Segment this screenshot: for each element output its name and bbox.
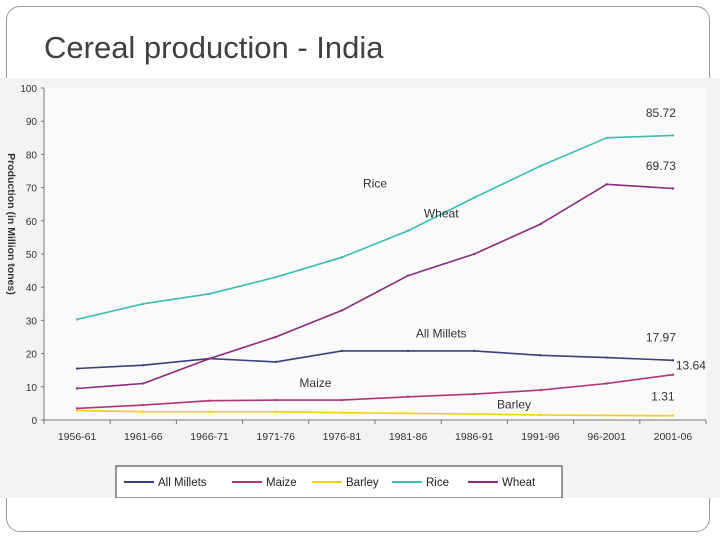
data-point-rice <box>671 134 675 137</box>
y-tick-label: 100 <box>20 84 37 95</box>
data-point-rice <box>142 302 145 305</box>
data-point-wheat <box>274 335 277 339</box>
data-point-wheat <box>208 357 211 360</box>
data-point-wheat <box>340 309 344 312</box>
end-label-rice: 85.72 <box>646 106 676 120</box>
series-line-rice <box>76 134 673 321</box>
data-point-maize <box>274 398 277 402</box>
legend-label-maize: Maize <box>266 477 297 489</box>
data-point-all-millets <box>406 349 410 353</box>
y-tick-label: 50 <box>26 250 38 261</box>
y-tick-label: 90 <box>26 117 38 128</box>
series-line-all-millets <box>77 350 673 370</box>
data-point-rice <box>406 229 410 232</box>
slide-title: Cereal production - India <box>44 30 384 65</box>
chart-area: 0 10 20 30 40 50 60 70 80 90 100 1956-61 1961-66 1966… <box>0 78 720 499</box>
series-line-maize <box>77 373 674 410</box>
data-point-wheat <box>142 382 145 385</box>
data-point-all-millets <box>671 359 675 362</box>
data-point-wheat <box>473 252 476 256</box>
data-point-maize <box>75 407 79 410</box>
data-point-rice <box>340 256 344 259</box>
data-point-barley <box>75 409 79 412</box>
data-point-maize <box>406 395 410 398</box>
data-point-all-millets <box>605 356 608 359</box>
x-tick-label: 1981-86 <box>389 431 428 443</box>
legend-label-barley: Barley <box>346 477 379 489</box>
x-tick-label: 1986-91 <box>455 431 494 443</box>
data-point-maize <box>605 382 608 385</box>
data-point-rice <box>274 276 277 279</box>
annotation-rice: Rice <box>363 177 387 191</box>
data-point-all-millets <box>539 354 542 357</box>
data-point-barley <box>142 410 145 413</box>
x-tick-label: 2001-06 <box>654 431 693 443</box>
y-tick-label: 40 <box>26 283 38 294</box>
x-tick-label: 1991-96 <box>521 431 560 443</box>
data-point-maize <box>539 388 542 392</box>
x-tick-label: 96-2001 <box>587 431 626 443</box>
y-tick-label: 80 <box>26 150 38 161</box>
data-point-barley <box>208 410 211 413</box>
data-point-maize <box>473 392 476 396</box>
data-point-barley <box>406 412 410 415</box>
data-point-wheat <box>671 187 675 190</box>
data-point-rice <box>605 136 608 139</box>
data-point-all-millets <box>75 367 79 370</box>
y-axis-title: Production (in Million tones) <box>5 153 17 295</box>
data-point-barley <box>539 413 542 417</box>
y-tick-label: 70 <box>26 184 38 195</box>
x-tick-label: 1971-76 <box>256 431 295 443</box>
data-point-barley <box>605 414 608 417</box>
annotation-maize: Maize <box>299 376 331 390</box>
data-point-maize <box>671 373 675 376</box>
data-point-barley <box>473 412 476 416</box>
end-label-wheat: 69.73 <box>646 159 676 173</box>
data-point-wheat <box>605 183 608 186</box>
data-point-all-millets <box>274 360 277 364</box>
y-tick-label: 0 <box>31 416 37 427</box>
data-point-rice <box>75 318 79 321</box>
data-point-barley <box>340 411 344 414</box>
data-point-maize <box>142 403 145 407</box>
data-point-wheat <box>539 222 542 226</box>
x-tick-label: 1956-61 <box>58 431 97 443</box>
y-tick-label: 60 <box>26 217 38 228</box>
annotation-barley: Barley <box>497 397 531 411</box>
data-point-rice <box>539 164 542 168</box>
cereal-production-chart: 0 10 20 30 40 50 60 70 80 90 100 1956-61 1961-66 1966… <box>5 84 707 499</box>
data-point-wheat <box>406 274 410 277</box>
series-line-barley <box>77 409 673 417</box>
annotation-all-millets: All Millets <box>416 327 467 341</box>
y-tick-label: 30 <box>26 316 38 327</box>
data-point-maize <box>208 399 211 402</box>
legend-label-wheat: Wheat <box>502 477 536 489</box>
data-point-barley <box>274 410 277 413</box>
data-point-wheat <box>75 387 79 390</box>
y-tick-label: 10 <box>26 383 38 394</box>
end-label-all-millets: 17.97 <box>646 331 676 345</box>
legend-label-rice: Rice <box>426 477 449 489</box>
data-point-maize <box>340 398 344 402</box>
legend-label-all-millets: All Millets <box>158 477 207 489</box>
x-tick-label: 1961-66 <box>124 431 163 443</box>
end-label-barley: 1.31 <box>651 389 675 403</box>
data-point-barley <box>671 414 675 417</box>
x-tick-label: 1966-71 <box>190 431 229 443</box>
annotation-wheat: Wheat <box>424 206 459 220</box>
y-tick-label: 20 <box>26 350 38 361</box>
series-line-wheat <box>77 183 673 390</box>
end-label-maize: 13.64 <box>676 358 706 372</box>
data-point-all-millets <box>142 364 145 367</box>
data-point-rice <box>473 196 476 199</box>
data-point-all-millets <box>473 349 476 353</box>
data-point-all-millets <box>340 349 344 353</box>
x-tick-label: 1976-81 <box>323 431 362 443</box>
data-point-rice <box>208 292 211 296</box>
